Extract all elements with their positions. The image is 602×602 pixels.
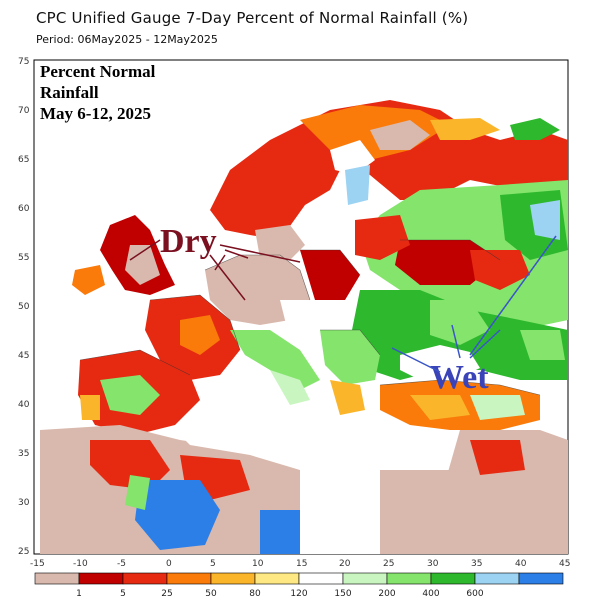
legend-label: 400 — [422, 589, 439, 599]
dry-label: Dry — [160, 223, 217, 260]
lon-label: 30 — [427, 559, 439, 569]
dry-callouts — [129, 239, 301, 301]
lon-label: -5 — [117, 559, 126, 569]
legend-swatch — [430, 572, 476, 585]
legend-label: 25 — [161, 589, 172, 599]
overlay-line-2: Rainfall — [40, 83, 99, 102]
legend-swatch — [122, 572, 168, 585]
lat-label: 65 — [18, 155, 29, 165]
lat-label: 60 — [18, 204, 30, 214]
overlay-line-3: May 6-12, 2025 — [40, 104, 151, 123]
legend-label: 120 — [290, 589, 307, 599]
wet-callouts — [391, 235, 557, 373]
legend-label: 200 — [378, 589, 395, 599]
lat-label: 75 — [18, 57, 29, 67]
lon-label: 5 — [210, 559, 216, 569]
longitude-labels: -15 -10 -5 0 5 10 15 20 25 30 35 40 45 — [30, 559, 570, 569]
legend-swatch — [254, 572, 300, 585]
lon-label: -10 — [73, 559, 88, 569]
legend-swatch — [166, 572, 212, 585]
lat-label: 55 — [18, 253, 29, 263]
lon-label: 0 — [166, 559, 172, 569]
lon-label: 10 — [252, 559, 264, 569]
lon-label: 15 — [296, 559, 307, 569]
lon-label: 40 — [515, 559, 527, 569]
legend-swatch — [474, 572, 520, 585]
legend-swatch — [386, 572, 432, 585]
lat-label: 25 — [18, 547, 29, 557]
legend-label: 1 — [76, 589, 82, 599]
legend-label: 80 — [249, 589, 261, 599]
legend-labels: 1 5 25 50 80 120 150 200 400 600 — [76, 589, 484, 599]
lat-label: 30 — [18, 498, 30, 508]
rainfall-field — [40, 100, 568, 554]
lat-label: 40 — [18, 400, 30, 410]
legend-label: 600 — [466, 589, 483, 599]
overlay-line-1: Percent Normal — [40, 62, 156, 81]
legend-label: 50 — [205, 589, 217, 599]
lon-label: 25 — [383, 559, 394, 569]
country-borders — [79, 239, 541, 396]
lat-label: 50 — [18, 302, 30, 312]
legend-swatch — [210, 572, 256, 585]
lat-label: 35 — [18, 449, 29, 459]
legend-swatch — [298, 572, 344, 585]
lat-label: 70 — [18, 106, 30, 116]
latitude-labels: 75 70 65 60 55 50 45 40 35 30 25 — [18, 57, 30, 557]
legend-swatch — [342, 572, 388, 585]
lon-label: 35 — [471, 559, 482, 569]
legend-swatch — [34, 572, 80, 585]
lon-label: -15 — [30, 559, 45, 569]
period-text: Period: 06May2025 - 12May2025 — [36, 33, 218, 46]
legend-swatch — [518, 572, 564, 585]
lon-label: 45 — [559, 559, 570, 569]
lon-label: 20 — [339, 559, 351, 569]
lat-label: 45 — [18, 351, 29, 361]
legend-swatch — [78, 572, 124, 585]
legend-label: 5 — [120, 589, 126, 599]
wet-label: Wet — [430, 359, 489, 396]
map-title: CPC Unified Gauge 7-Day Percent of Norma… — [36, 9, 469, 27]
legend-colorbar — [34, 572, 564, 585]
legend-label: 150 — [334, 589, 351, 599]
